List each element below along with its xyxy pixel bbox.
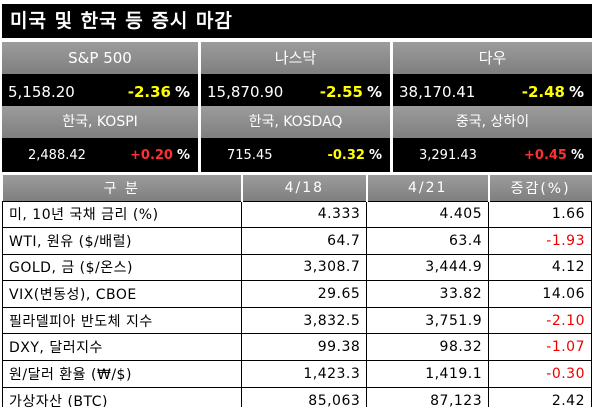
index-pct-sign: % [368, 147, 382, 163]
row-change-pct: -0.30 [488, 360, 592, 388]
index-pct-sign: % [174, 83, 190, 101]
index-name-kospi: 한국, KOSPI [2, 106, 198, 138]
row-label: 미, 10년 국채 금리 (%) [1, 200, 243, 229]
index-value: 38,170.41 [399, 83, 476, 101]
row-value-date1: 64.7 [241, 227, 368, 255]
index-name-shanghai: 중국, 상하이 [393, 106, 592, 138]
row-value-date1: 29.65 [241, 280, 368, 308]
market-rates-table: 구 분 4/18 4/21 증감(%) 미, 10년 국채 금리 (%) 4.33… [1, 175, 592, 407]
row-label: GOLD, 금 ($/온스) [1, 253, 243, 282]
index-name-kosdaq: 한국, KOSDAQ [201, 106, 390, 138]
row-value-date2: 87,123 [366, 386, 490, 407]
row-value-date1: 99.38 [241, 333, 368, 362]
row-change-pct: 4.12 [488, 253, 592, 282]
index-change: -2.36 [127, 83, 171, 101]
row-value-date2: 3,444.9 [366, 253, 490, 282]
us-index-values: 5,158.20 -2.36 % 15,870.90 -2.55 % 38,17… [2, 74, 592, 110]
row-label: VIX(변동성), CBOE [1, 280, 243, 308]
index-change: +0.45 [524, 147, 567, 163]
row-label: DXY, 달러지수 [1, 333, 243, 362]
row-change-pct: -1.93 [488, 227, 592, 255]
us-index-headers: S&P 500 나스닥 다우 [2, 42, 592, 74]
index-value: 5,158.20 [8, 83, 75, 101]
table-row: 미, 10년 국채 금리 (%) 4.333 4.405 1.66 [1, 200, 592, 229]
column-header-change: 증감(%) [488, 175, 592, 201]
row-value-date1: 85,063 [241, 386, 368, 407]
row-change-pct: 2.42 [488, 386, 592, 407]
index-value-sp500: 5,158.20 -2.36 % [2, 74, 198, 110]
index-value-nasdaq: 15,870.90 -2.55 % [201, 74, 390, 110]
row-value-date1: 3,832.5 [241, 306, 368, 335]
row-value-date2: 63.4 [366, 227, 490, 255]
index-value: 3,291.43 [419, 147, 477, 163]
index-value-kospi: 2,488.42 +0.20 % [2, 138, 198, 172]
index-value: 2,488.42 [28, 147, 86, 163]
row-label: WTI, 원유 ($/배럴) [1, 227, 243, 255]
index-change: +0.20 [130, 147, 173, 163]
index-value: 715.45 [227, 147, 273, 163]
column-header-category: 구 분 [2, 175, 243, 201]
column-header-date2: 4/21 [366, 175, 490, 201]
row-value-date1: 4.333 [241, 200, 368, 229]
table-row: DXY, 달러지수 99.38 98.32 -1.07 [1, 333, 592, 362]
index-pct-sign: % [568, 83, 584, 101]
table-row: 가상자산 (BTC) 85,063 87,123 2.42 [1, 386, 592, 407]
row-value-date1: 1,423.3 [241, 360, 368, 388]
index-value: 15,870.90 [207, 83, 284, 101]
index-pct-sign: % [176, 147, 190, 163]
row-value-date2: 1,419.1 [366, 360, 490, 388]
row-value-date2: 3,751.9 [366, 306, 490, 335]
row-label: 필라델피아 반도체 지수 [1, 306, 243, 335]
asia-index-headers: 한국, KOSPI 한국, KOSDAQ 중국, 상하이 [2, 106, 592, 138]
row-change-pct: 1.66 [488, 200, 592, 229]
row-change-pct: -2.10 [488, 306, 592, 335]
index-change: -2.48 [521, 83, 565, 101]
table-row: 필라델피아 반도체 지수 3,832.5 3,751.9 -2.10 [1, 306, 592, 335]
index-name-dow: 다우 [393, 42, 592, 74]
row-value-date2: 33.82 [366, 280, 490, 308]
index-change: -0.32 [327, 147, 365, 163]
row-value-date2: 98.32 [366, 333, 490, 362]
index-value-shanghai: 3,291.43 +0.45 % [393, 138, 592, 172]
index-name-sp500: S&P 500 [2, 42, 198, 74]
index-change: -2.55 [319, 83, 363, 101]
column-header-date1: 4/18 [241, 175, 368, 201]
index-pct-sign: % [570, 147, 584, 163]
index-value-kosdaq: 715.45 -0.32 % [201, 138, 390, 172]
table-row: GOLD, 금 ($/온스) 3,308.7 3,444.9 4.12 [1, 253, 592, 282]
row-label: 가상자산 (BTC) [1, 386, 243, 407]
table-row: WTI, 원유 ($/배럴) 64.7 63.4 -1.93 [1, 227, 592, 255]
index-value-dow: 38,170.41 -2.48 % [393, 74, 592, 110]
row-value-date1: 3,308.7 [241, 253, 368, 282]
index-name-nasdaq: 나스닥 [201, 42, 390, 74]
row-value-date2: 4.405 [366, 200, 490, 229]
row-change-pct: 14.06 [488, 280, 592, 308]
table-row: 원/달러 환율 (₩/$) 1,423.3 1,419.1 -0.30 [1, 360, 592, 388]
row-change-pct: -1.07 [488, 333, 592, 362]
asia-index-values: 2,488.42 +0.20 % 715.45 -0.32 % 3,291.43… [2, 138, 592, 172]
table-header-row: 구 분 4/18 4/21 증감(%) [2, 175, 592, 201]
table-row: VIX(변동성), CBOE 29.65 33.82 14.06 [1, 280, 592, 308]
row-label: 원/달러 환율 (₩/$) [1, 360, 243, 388]
index-pct-sign: % [366, 83, 382, 101]
page-title: 미국 및 한국 등 증시 마감 [2, 4, 592, 38]
